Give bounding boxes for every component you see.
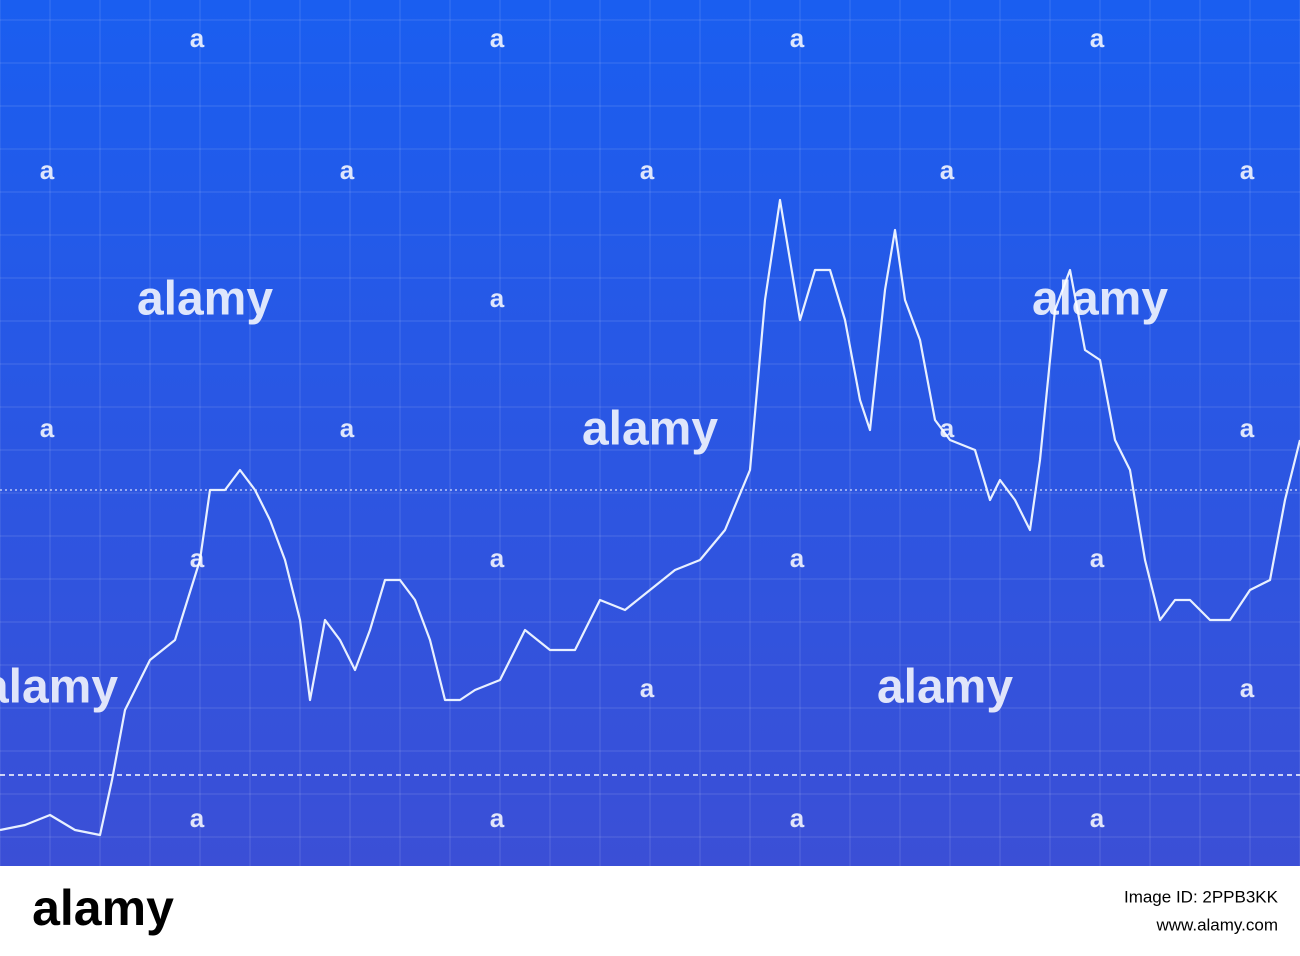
watermark-mark: a — [490, 283, 505, 313]
grid — [0, 0, 1300, 866]
watermark-mark: a — [790, 543, 805, 573]
watermark-mark: a — [640, 673, 655, 703]
watermark: alamy — [0, 661, 118, 714]
image-id: Image ID: 2PPB3KK — [1124, 887, 1279, 906]
watermark-mark: a — [1240, 673, 1255, 703]
watermark-mark: a — [1090, 803, 1105, 833]
watermark-mark: a — [490, 23, 505, 53]
watermark: alamy — [137, 273, 273, 326]
price-line — [0, 198, 1300, 837]
watermark-mark: a — [40, 155, 55, 185]
watermarks: alamy alamy alamy alamy alamy a a a a a a a a a a a a a a a… — [0, 23, 1255, 833]
watermark-mark: a — [940, 413, 955, 443]
footer — [0, 866, 1300, 956]
watermark-mark: a — [790, 23, 805, 53]
watermark: alamy — [582, 403, 718, 456]
watermark-mark: a — [1240, 413, 1255, 443]
watermark-mark: a — [1090, 23, 1105, 53]
watermark-mark: a — [190, 543, 205, 573]
watermark-mark: a — [490, 803, 505, 833]
watermark-mark: a — [940, 155, 955, 185]
watermark-mark: a — [490, 543, 505, 573]
screen — [0, 0, 1300, 866]
watermark: alamy — [1032, 273, 1168, 326]
watermark-mark: a — [190, 803, 205, 833]
watermark-mark: a — [40, 413, 55, 443]
watermark-mark: a — [640, 155, 655, 185]
watermark-mark: a — [340, 155, 355, 185]
plot — [0, 198, 1300, 837]
footer-url: www.alamy.com — [1155, 915, 1278, 934]
watermark-mark: a — [790, 803, 805, 833]
watermark-mark: a — [1240, 155, 1255, 185]
watermark-mark: a — [340, 413, 355, 443]
watermark: alamy — [877, 661, 1013, 714]
watermark-mark: a — [1090, 543, 1105, 573]
watermark-mark: a — [190, 23, 205, 53]
footer-logo: alamy — [32, 880, 174, 936]
